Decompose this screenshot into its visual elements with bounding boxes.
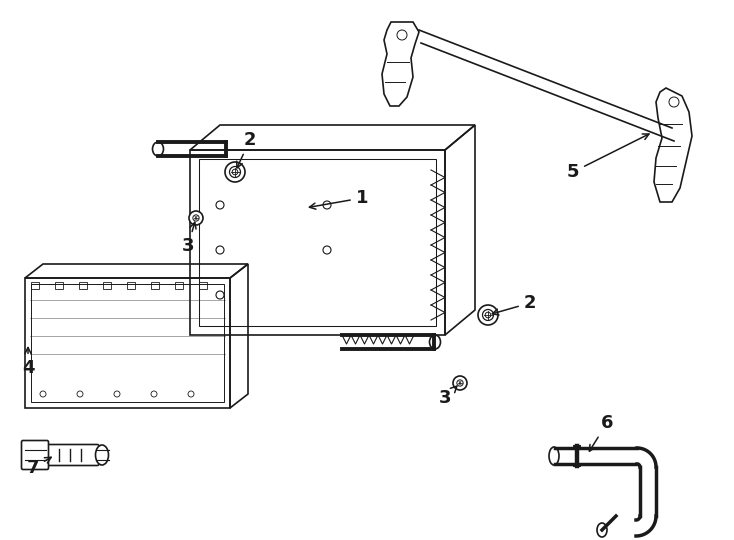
Bar xyxy=(199,282,207,289)
Text: 2: 2 xyxy=(493,294,537,315)
Ellipse shape xyxy=(153,142,164,156)
Text: 3: 3 xyxy=(182,222,196,255)
Circle shape xyxy=(189,211,203,225)
Ellipse shape xyxy=(95,445,109,465)
Text: 7: 7 xyxy=(26,457,51,477)
Text: 6: 6 xyxy=(589,414,613,451)
Text: 3: 3 xyxy=(439,386,457,407)
Ellipse shape xyxy=(549,447,559,465)
FancyBboxPatch shape xyxy=(43,444,100,465)
Text: 1: 1 xyxy=(310,189,368,209)
Text: 5: 5 xyxy=(567,134,649,181)
Bar xyxy=(127,282,135,289)
Bar xyxy=(175,282,183,289)
Ellipse shape xyxy=(429,335,440,349)
Text: 4: 4 xyxy=(22,347,34,377)
Circle shape xyxy=(453,376,467,390)
Bar xyxy=(55,282,63,289)
Circle shape xyxy=(478,305,498,325)
Circle shape xyxy=(225,162,245,182)
Text: 2: 2 xyxy=(237,131,256,168)
Bar xyxy=(79,282,87,289)
Bar xyxy=(151,282,159,289)
Ellipse shape xyxy=(597,523,607,537)
Bar xyxy=(103,282,111,289)
FancyBboxPatch shape xyxy=(21,441,48,469)
Bar xyxy=(31,282,39,289)
